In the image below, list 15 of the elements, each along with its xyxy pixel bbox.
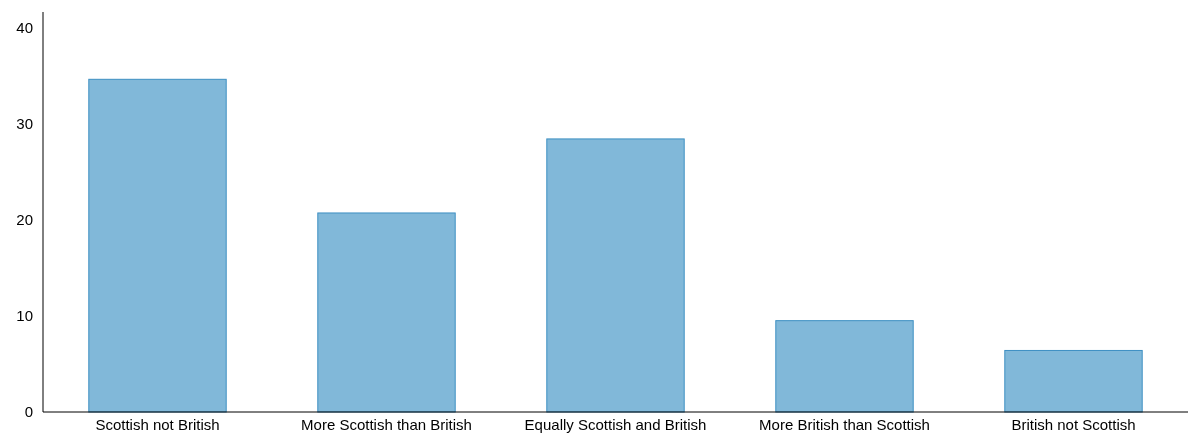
x-tick-label: More British than Scottish <box>759 416 930 433</box>
y-tick-label: 40 <box>16 18 33 36</box>
bar <box>546 138 685 413</box>
bar <box>88 78 227 413</box>
x-tick-label: Scottish not British <box>95 416 220 433</box>
bar <box>1004 349 1143 413</box>
x-tick-label: More Scottish than British <box>301 416 472 433</box>
bar <box>775 320 914 413</box>
y-tick-label: 20 <box>16 210 33 228</box>
x-tick-label: British not Scottish <box>1011 416 1136 433</box>
bar <box>317 212 456 413</box>
x-tick-label: Equally Scottish and British <box>524 416 707 433</box>
y-tick-label: 0 <box>24 403 33 421</box>
y-tick-label: 10 <box>16 307 33 325</box>
y-tick-label: 30 <box>16 114 33 132</box>
